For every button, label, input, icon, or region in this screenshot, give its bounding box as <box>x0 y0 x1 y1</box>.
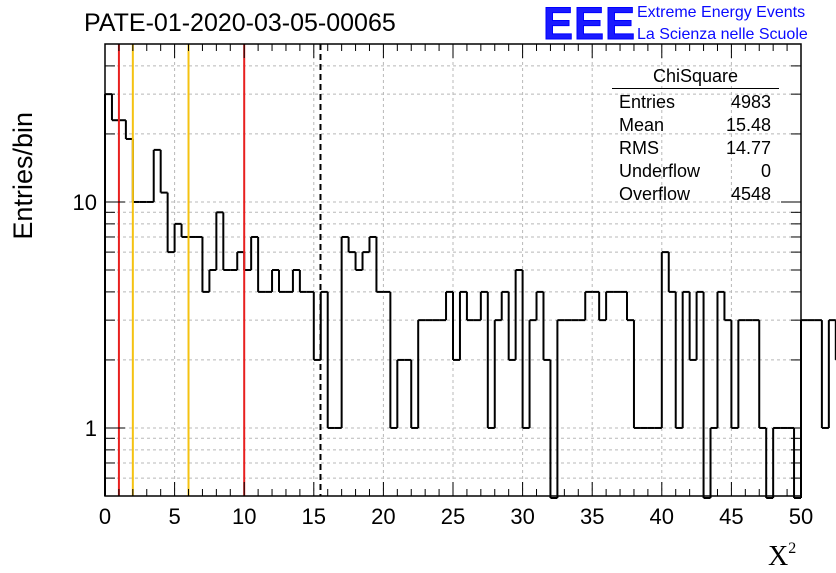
x-tick-label: 50 <box>789 504 813 529</box>
x-tick-label: 30 <box>510 504 534 529</box>
stats-label: Overflow <box>619 184 691 204</box>
stats-value: 4548 <box>730 184 771 204</box>
chart-title: PATE-01-2020-03-05-00065 <box>84 9 396 37</box>
stats-row: Entries 4983 <box>612 91 779 114</box>
logo-caption-line-1: Extreme Energy Events <box>637 4 806 21</box>
x-tick-label: 45 <box>719 504 743 529</box>
stats-value: 0 <box>760 161 771 181</box>
x-tick-label: 25 <box>441 504 465 529</box>
stats-rows: Entries 4983 Mean 15.48 RMS 14.77 Underflow 0 Ov… <box>612 91 779 206</box>
stats-label: RMS <box>619 138 659 158</box>
eee-logo: EEE <box>542 0 637 49</box>
stats-row: RMS 14.77 <box>612 137 779 160</box>
x-axis-label: X2 <box>768 540 797 572</box>
x-tick-label: 5 <box>168 504 180 529</box>
x-tick-label: 40 <box>650 504 674 529</box>
stats-row: Underflow 0 <box>612 160 779 183</box>
logo-caption-line-2: La Scienza nelle Scuole <box>637 26 808 43</box>
stats-value: 15.48 <box>725 115 771 135</box>
x-tick-label: 15 <box>302 504 326 529</box>
stats-row: Overflow 4548 <box>612 183 779 206</box>
stats-value: 4983 <box>730 92 771 112</box>
stats-label: Underflow <box>619 161 701 181</box>
stats-label: Mean <box>619 115 665 135</box>
stats-row: Mean 15.48 <box>612 114 779 137</box>
x-tick-label: 0 <box>99 504 111 529</box>
x-tick-label: 35 <box>580 504 604 529</box>
stats-value: 14.77 <box>725 138 771 158</box>
axis-ticks: 0 5 10 15 20 25 30 35 40 45 50 1 10 <box>73 44 813 529</box>
y-tick-label: 1 <box>85 416 97 441</box>
reference-lines <box>117 44 322 496</box>
x-tick-label: 20 <box>371 504 395 529</box>
stats-label: Entries <box>619 92 676 112</box>
stats-box: ChiSquare Entries 4983 Mean 15.48 RMS 14.77 Un… <box>612 66 779 206</box>
stats-title: ChiSquare <box>612 66 779 89</box>
y-tick-label: 10 <box>73 190 97 215</box>
x-tick-label: 10 <box>232 504 256 529</box>
